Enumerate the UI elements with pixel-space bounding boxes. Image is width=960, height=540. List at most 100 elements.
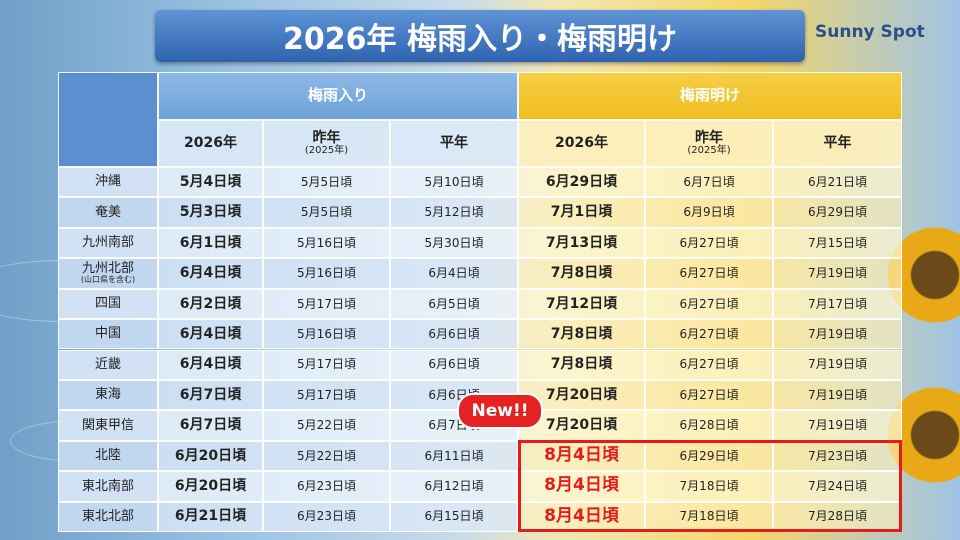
region-name: 九州南部 [81,235,134,251]
date-text: 7月1日頃 [550,204,613,221]
date-text: 5月16日頃 [297,235,356,250]
date-cell: 7月19日頃 [773,349,902,380]
date-cell: 5月30日頃 [390,227,518,259]
region-name: 中国 [94,326,121,342]
region-cell: 東北北部 [58,501,158,532]
date-cell: 6月2日頃 [158,288,263,320]
date-cell: 6月7日頃 [645,167,773,198]
column-label: 2026年 [555,135,608,152]
date-text: 5月10日頃 [424,174,484,189]
region-cell: 沖縄 [58,167,158,198]
date-text: 7月19日頃 [808,266,867,281]
date-text: 6月6日頃 [428,357,480,372]
date-text: 6月5日頃 [428,296,480,311]
date-text: 5月4日頃 [179,173,242,190]
region-cell: 近畿 [58,349,158,380]
region-name: 九州北部 [81,261,134,277]
date-cell: 5月16日頃 [263,227,390,259]
region-name: 関東甲信 [81,417,134,433]
date-cell: 6月9日頃 [645,197,773,228]
date-text: 7月8日頃 [550,265,613,282]
date-text: 7月8日頃 [550,356,613,373]
date-cell: 6月20日頃 [158,471,263,502]
date-text: 6月27日頃 [679,266,739,281]
region-name: 奄美 [94,204,121,220]
date-cell: 5月17日頃 [263,288,390,320]
date-text: 6月23日頃 [297,509,356,524]
date-cell: 7月17日頃 [773,288,902,320]
region-cell: 北陸 [58,440,158,472]
date-cell: 5月12日頃 [390,197,518,228]
region-cell: 東海 [58,379,158,411]
date-text: 6月27日頃 [679,326,739,341]
region-cell: 東北南部 [58,471,158,502]
region-name: 沖縄 [94,174,121,190]
region-cell: 九州南部 [58,227,158,259]
region-name: 東海 [94,387,121,403]
date-cell: 5月5日頃 [263,167,390,198]
date-cell: 5月22日頃 [263,440,390,472]
date-text: 6月29日頃 [679,448,739,463]
region-cell: 九州北部 (山口県を含む) [58,258,158,289]
date-text: 7月18日頃 [679,479,739,494]
date-text: 7月8日頃 [550,325,613,342]
date-text: 6月4日頃 [428,266,480,281]
date-cell: 8月4日頃 [518,471,645,502]
date-text: 7月20日頃 [545,386,618,403]
date-cell: 7月19日頃 [773,258,902,289]
date-text: 6月4日頃 [179,265,242,282]
date-cell: 7月19日頃 [773,410,902,441]
column-note: (2025年) [687,144,731,156]
date-text: 7月17日頃 [808,296,867,311]
date-text: 6月7日頃 [179,417,242,434]
date-text: 5月16日頃 [297,266,356,281]
date-text: 7月18日頃 [679,509,739,524]
date-text: 6月4日頃 [179,325,242,342]
group-title: 梅雨明け [679,86,740,105]
date-text: 6月28日頃 [679,418,739,433]
date-cell: 6月27日頃 [645,349,773,380]
date-cell: 6月21日頃 [158,501,263,532]
date-text: 7月12日頃 [545,295,618,312]
group-title: 梅雨入り [307,86,368,105]
date-text: 6月6日頃 [428,326,480,341]
date-text: 6月21日頃 [174,508,247,525]
date-text: 6月11日頃 [424,448,484,463]
date-text: 5月5日頃 [300,174,353,189]
region-cell: 関東甲信 [58,410,158,441]
date-text: 5月17日頃 [297,296,356,311]
date-cell: 6月11日頃 [390,440,518,472]
date-cell: 6月5日頃 [390,288,518,320]
region-name: 近畿 [94,356,121,372]
column-label: 昨年 [695,129,723,146]
date-cell: 6月21日頃 [773,167,902,198]
date-text: 7月19日頃 [808,387,867,402]
column-header: 2026年 [518,120,645,167]
date-text: 5月17日頃 [297,387,356,402]
region-cell: 中国 [58,319,158,350]
date-cell: 6月27日頃 [645,258,773,289]
date-cell: 6月27日頃 [645,319,773,350]
region-name: 四国 [94,296,121,312]
date-cell: 6月4日頃 [390,258,518,289]
date-cell: 6月29日頃 [645,440,773,472]
date-text: 6月20日頃 [174,447,247,464]
column-label: 2026年 [184,135,237,152]
region-note: (山口県を含む) [80,275,136,285]
date-cell: 6月27日頃 [645,227,773,259]
date-cell: 5月22日頃 [263,410,390,441]
badge-text: New!! [471,401,529,421]
date-cell: 7月1日頃 [518,197,645,228]
date-cell: 7月24日頃 [773,471,902,502]
date-cell: 6月4日頃 [158,258,263,289]
date-text: 6月27日頃 [679,235,739,250]
date-cell: 6月15日頃 [390,501,518,532]
date-cell: 5月4日頃 [158,167,263,198]
date-cell: 5月16日頃 [263,258,390,289]
date-text: 7月19日頃 [808,326,867,341]
group-header: 梅雨明け [518,72,902,120]
date-text: 5月12日頃 [424,205,484,220]
date-cell: 7月28日頃 [773,501,902,532]
column-label: 平年 [823,135,852,152]
date-text: 6月27日頃 [679,357,739,372]
